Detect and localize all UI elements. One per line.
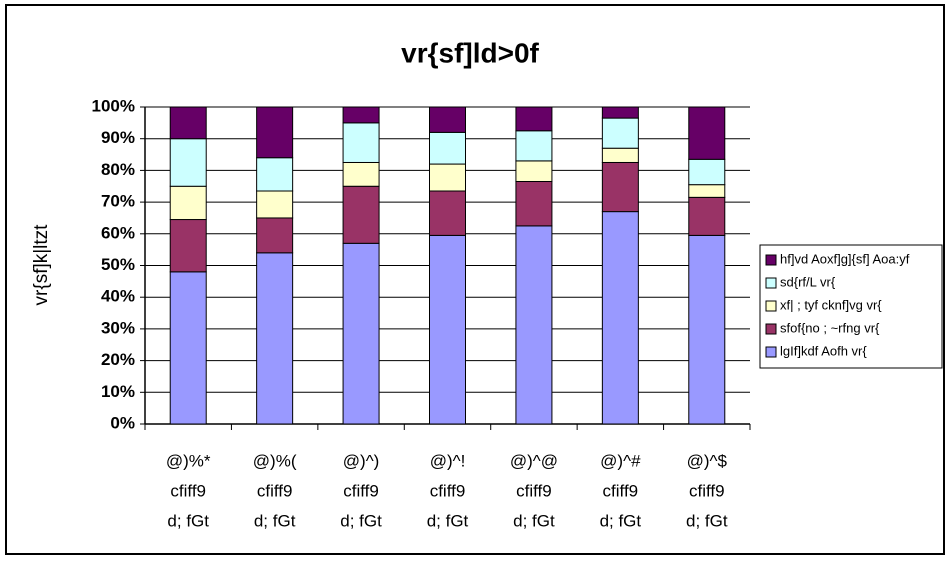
bar-segment — [429, 106, 466, 133]
bar-segment — [256, 217, 294, 254]
legend-label: xf| ; tyf cknf]vg vr{ — [780, 297, 882, 312]
legend-swatch — [765, 254, 777, 266]
legend-label: sd{rf/L vr{ — [780, 274, 836, 289]
y-tick-label: 80% — [101, 160, 135, 179]
bar-segment — [601, 106, 639, 119]
x-tick-label: @)^# — [600, 451, 641, 470]
bar-segment — [342, 122, 380, 163]
y-tick-label: 10% — [101, 382, 135, 401]
y-tick-label: 20% — [101, 350, 135, 369]
chart-title: vr{sf]ld>0f — [401, 37, 539, 68]
x-tick-label: d; fGt — [427, 511, 469, 530]
x-tick-label: cfiff9 — [257, 481, 293, 500]
legend-label: sfof{no ; ~rfng vr{ — [780, 320, 880, 335]
bar-segment — [515, 160, 553, 182]
bar-segment — [169, 185, 207, 221]
bar-segment — [256, 157, 294, 192]
bar-segment — [256, 252, 294, 425]
legend-swatch — [765, 346, 777, 358]
bar-segment — [601, 147, 639, 163]
bar-segment — [515, 130, 553, 162]
legend-label: lgIf]kdf Aofh vr{ — [780, 343, 867, 358]
legend-swatch — [765, 300, 777, 312]
legend-label: hf]vd Aoxf]g]{sf] Aoa:yf — [780, 251, 910, 266]
bar-segment — [169, 219, 207, 273]
x-tick-label: d; fGt — [340, 511, 382, 530]
bar-segment — [515, 106, 553, 132]
bar-segment — [515, 180, 553, 227]
bar-segment — [688, 158, 726, 186]
x-tick-label: cfiff9 — [170, 481, 206, 500]
x-tick-label: d; fGt — [513, 511, 555, 530]
legend-swatch — [765, 323, 777, 335]
x-tick-label: cfiff9 — [516, 481, 552, 500]
bar-segment — [688, 234, 726, 425]
x-tick-label: cfiff9 — [343, 481, 379, 500]
bar-segment — [515, 225, 553, 425]
x-tick-label: cfiff9 — [689, 481, 725, 500]
x-tick-label: cfiff9 — [603, 481, 639, 500]
bar-segment — [429, 131, 466, 165]
y-tick-label: 90% — [101, 128, 135, 147]
bar-segment — [342, 106, 380, 124]
x-tick-label: @)^! — [430, 451, 466, 470]
bar-segment — [688, 184, 726, 198]
bar-segment — [601, 161, 639, 213]
y-axis-label: vr{sf]k|ltzt — [31, 224, 52, 306]
bar-segment — [342, 242, 380, 425]
legend-box — [759, 244, 943, 369]
y-tick-label: 0% — [110, 413, 135, 432]
x-tick-label: @)^) — [343, 451, 380, 470]
y-tick-label: 60% — [101, 223, 135, 242]
bar-segment — [256, 106, 294, 159]
x-tick-label: d; fGt — [600, 511, 642, 530]
y-tick-label: 40% — [101, 287, 135, 306]
bar-segment — [429, 190, 466, 236]
bar-segment — [169, 271, 207, 425]
bar-segment — [429, 234, 466, 425]
bar-segment — [169, 138, 207, 187]
y-tick-label: 30% — [101, 318, 135, 337]
bar-segment — [256, 190, 294, 219]
bar-segment — [688, 196, 726, 236]
bar-segment — [429, 163, 466, 192]
legend-swatch — [765, 277, 777, 289]
bar-segment — [601, 211, 639, 425]
x-tick-label: @)^@ — [510, 451, 558, 470]
y-tick-label: 70% — [101, 192, 135, 211]
x-tick-label: d; fGt — [254, 511, 296, 530]
bar-segment — [688, 106, 726, 160]
x-tick-label: @)%* — [166, 451, 211, 470]
bar-segment — [342, 161, 380, 187]
x-tick-label: d; fGt — [686, 511, 728, 530]
x-tick-label: d; fGt — [167, 511, 209, 530]
y-tick-label: 100% — [92, 96, 135, 115]
x-tick-label: cfiff9 — [430, 481, 466, 500]
bar-segment — [169, 106, 207, 140]
bar-segment — [601, 117, 639, 149]
y-tick-label: 50% — [101, 255, 135, 274]
x-tick-label: @)%( — [253, 451, 297, 470]
x-tick-label: @)^$ — [687, 451, 728, 470]
bar-segment — [342, 185, 380, 244]
